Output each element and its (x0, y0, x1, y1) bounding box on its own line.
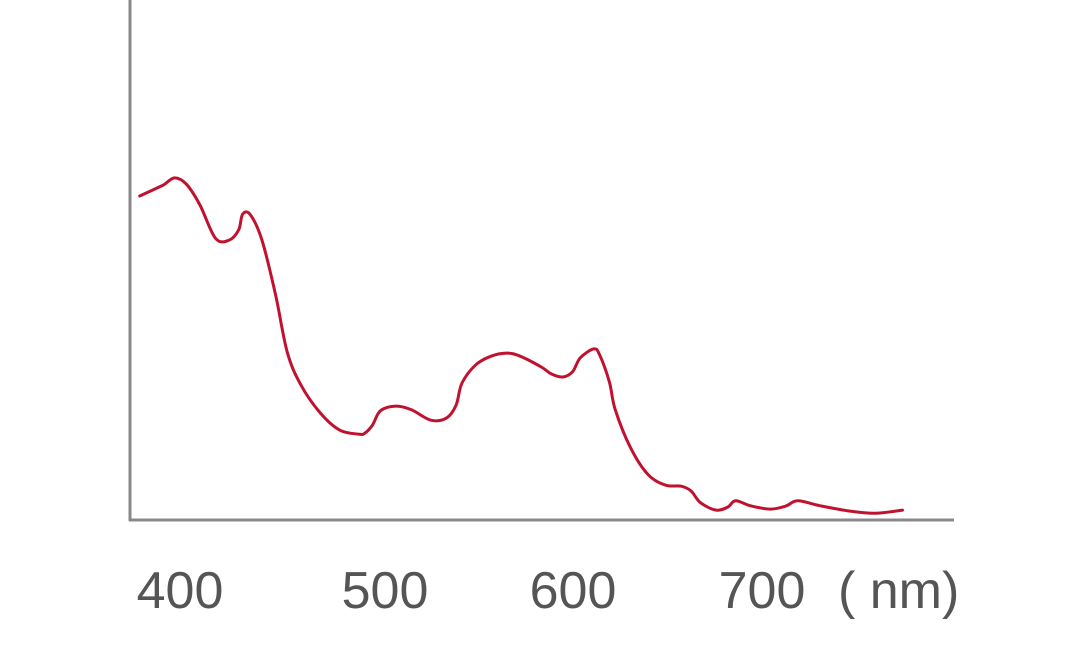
x-tick-label: 600 (530, 562, 617, 620)
x-tick-label: 400 (137, 562, 224, 620)
x-tick-label: 500 (342, 562, 429, 620)
x-axis-label: ( nm) (838, 562, 959, 620)
series-line (138, 176, 905, 515)
x-tick-label: 700 (719, 562, 806, 620)
